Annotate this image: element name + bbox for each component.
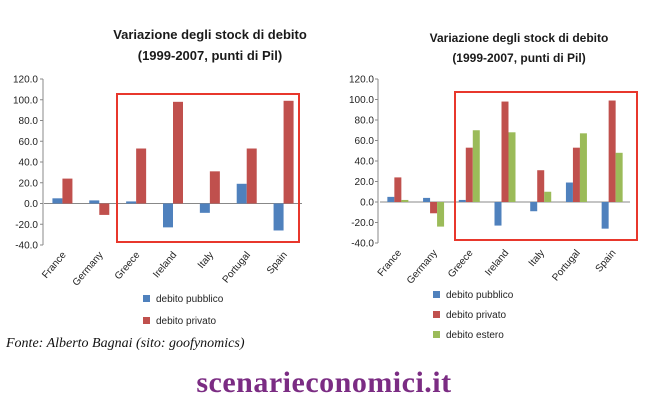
- legend-label: debito pubblico: [446, 290, 514, 301]
- category-label: Greece: [446, 248, 476, 281]
- y-tick-label: 60.0: [19, 137, 39, 148]
- y-tick-label: -20.0: [351, 218, 374, 229]
- bar-debito-privato-ireland: [501, 101, 509, 202]
- legend-swatch: [143, 295, 150, 302]
- y-tick-label: -20.0: [15, 220, 38, 231]
- chart-subtitle: (1999-2007, punti di Pil): [138, 48, 283, 63]
- category-label: Portugal: [221, 250, 253, 286]
- y-tick-label: 80.0: [355, 116, 375, 127]
- bar-debito-privato-ireland: [173, 101, 183, 204]
- bar-debito-privato-spain: [283, 100, 294, 204]
- legend-label: debito privato: [156, 316, 216, 327]
- bar-debito-privato-france: [394, 177, 402, 202]
- source-caption: Fonte: Alberto Bagnai (sito: goofynomics…: [6, 336, 245, 351]
- chart-subtitle: (1999-2007, punti di Pil): [452, 51, 585, 65]
- category-label: Portugal: [550, 248, 582, 284]
- category-label: Germany: [71, 250, 106, 289]
- bar-debito-privato-portugal: [246, 148, 257, 204]
- y-tick-label: 0.0: [360, 198, 374, 209]
- y-tick-label: 40.0: [19, 158, 39, 169]
- highlight-box: [454, 91, 638, 241]
- legend-label: debito privato: [446, 310, 506, 321]
- bar-debito-pubblico-greece: [458, 199, 466, 202]
- chart-1: Variazione degli stock di debito (1999-20…: [13, 27, 307, 327]
- bar-debito-pubblico-ireland: [163, 203, 173, 228]
- bar-debito-privato-france: [62, 178, 73, 204]
- category-label: France: [376, 248, 405, 279]
- bar-debito-pubblico-france: [52, 198, 63, 204]
- category-label: Spain: [594, 248, 619, 275]
- bar-debito-pubblico-ireland: [494, 202, 502, 226]
- legend-label: debito pubblico: [156, 294, 224, 305]
- y-tick-label: 80.0: [19, 116, 39, 127]
- category-label: Ireland: [483, 248, 511, 278]
- bar-debito-privato-germany: [430, 202, 438, 214]
- bar-debito-estero-ireland: [508, 132, 516, 202]
- y-tick-label: 100.0: [349, 95, 374, 106]
- y-tick-label: 40.0: [355, 157, 375, 168]
- bar-debito-privato-italy: [209, 171, 220, 204]
- bar-debito-pubblico-germany: [89, 200, 100, 204]
- bar-debito-estero-greece: [472, 130, 480, 202]
- y-tick-label: -40.0: [15, 241, 38, 252]
- bar-debito-pubblico-italy: [199, 203, 210, 213]
- bar-debito-privato-germany: [99, 203, 110, 215]
- category-label: Germany: [405, 248, 440, 287]
- bar-debito-pubblico-italy: [530, 202, 538, 212]
- bar-debito-pubblico-france: [387, 196, 395, 202]
- chart-title: Variazione degli stock di debito: [430, 31, 609, 45]
- bar-debito-pubblico-portugal: [565, 182, 573, 202]
- bar-debito-privato-greece: [136, 148, 147, 204]
- y-tick-label: 20.0: [355, 177, 375, 188]
- watermark: scenarieconomici.it: [196, 366, 452, 399]
- category-label: Spain: [265, 250, 290, 277]
- bar-debito-pubblico-spain: [601, 202, 609, 229]
- category-label: Ireland: [151, 250, 179, 280]
- bar-debito-privato-italy: [537, 170, 545, 202]
- bar-debito-estero-portugal: [579, 133, 587, 202]
- bar-debito-pubblico-greece: [126, 201, 137, 204]
- bar-debito-privato-greece: [465, 147, 473, 202]
- chart-2: Variazione degli stock di debito (1999-20…: [349, 31, 638, 341]
- bar-debito-estero-italy: [544, 191, 552, 202]
- legend-label: debito estero: [446, 330, 504, 341]
- y-tick-label: 60.0: [355, 136, 375, 147]
- bar-debito-privato-spain: [608, 100, 616, 202]
- legend-swatch: [143, 317, 150, 324]
- bar-debito-privato-portugal: [572, 147, 580, 202]
- y-tick-label: 20.0: [19, 178, 39, 189]
- y-tick-label: 0.0: [24, 199, 38, 210]
- bar-debito-estero-spain: [615, 152, 623, 202]
- bar-debito-pubblico-germany: [423, 197, 431, 202]
- y-tick-label: 120.0: [13, 75, 38, 86]
- y-tick-label: 100.0: [13, 95, 38, 106]
- highlight-box: [116, 93, 300, 243]
- bar-debito-estero-germany: [437, 202, 445, 227]
- legend-swatch: [433, 291, 440, 298]
- bar-debito-pubblico-spain: [273, 203, 284, 231]
- bar-debito-pubblico-portugal: [236, 183, 247, 204]
- category-label: Italy: [196, 250, 216, 271]
- y-tick-label: 120.0: [349, 75, 374, 86]
- chart-title: Variazione degli stock di debito: [113, 27, 307, 42]
- legend-swatch: [433, 331, 440, 338]
- bar-debito-estero-france: [401, 199, 409, 202]
- category-label: Greece: [113, 250, 143, 283]
- category-label: Italy: [527, 248, 547, 269]
- category-label: France: [40, 250, 69, 281]
- y-tick-label: -40.0: [351, 239, 374, 250]
- legend-swatch: [433, 311, 440, 318]
